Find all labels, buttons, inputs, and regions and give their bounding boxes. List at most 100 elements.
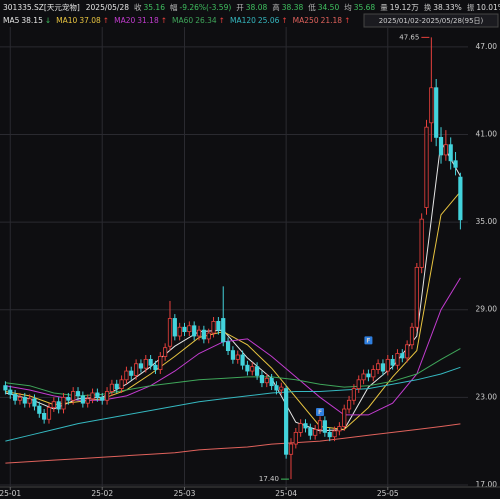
candle-body (245, 364, 250, 372)
date-range: 2025/01/02-2025/05/28(95日) (379, 17, 484, 25)
candle-body (3, 385, 8, 391)
candle-body (419, 218, 424, 268)
candle-body (158, 356, 163, 370)
ma-value: 25.06 (258, 16, 280, 25)
candle-body (322, 420, 327, 433)
ma-arrow: ↑ (103, 16, 109, 25)
ma-arrow: ↑ (219, 16, 225, 25)
x-tick-label: 25-02 (91, 489, 113, 498)
candle-body (303, 423, 308, 429)
candle-body (216, 320, 221, 331)
ma-line (5, 366, 461, 442)
candle-body (317, 420, 323, 430)
candle-body (8, 389, 13, 395)
candle-body (284, 388, 289, 455)
candle-body (298, 423, 303, 433)
candle-body (196, 329, 202, 337)
candle-body (17, 396, 23, 401)
candle-body (434, 87, 439, 138)
quote-value: 38.08 (246, 3, 268, 12)
candle-body (95, 392, 100, 398)
candle-body (269, 377, 274, 387)
candle-body (225, 341, 231, 352)
candle-body (424, 126, 429, 208)
candle-body (100, 396, 105, 401)
event-marker (364, 336, 373, 345)
ma-arrow: ↓ (45, 16, 51, 25)
quote-label: 均 (344, 2, 352, 12)
quote-value: -9.26%(-3.59) (179, 3, 231, 12)
candle-body (327, 431, 332, 438)
candle-body (119, 379, 124, 389)
candle-body (375, 363, 381, 370)
y-tick-label: 41.00 (476, 129, 498, 138)
candle-body (129, 370, 134, 376)
ma-name: MA20 (114, 16, 135, 25)
candle-body (288, 443, 294, 455)
candle-body (104, 391, 110, 401)
candle-body (453, 160, 458, 168)
ma-line (5, 423, 461, 464)
candle-body (90, 392, 95, 400)
candle-body (409, 326, 415, 346)
candle-body (211, 320, 216, 334)
y-tick-label: 35.00 (476, 217, 498, 226)
candle-body (308, 427, 313, 436)
candle-body (187, 325, 192, 333)
x-tick-label: 25-04 (275, 489, 297, 498)
quote-label: 开 (236, 3, 244, 12)
candle-body (235, 354, 240, 360)
quote-label: 幅 (170, 2, 178, 12)
quote-label: 量 (380, 3, 388, 12)
quote-value: 38.33% (433, 3, 462, 12)
candle-body (66, 396, 71, 401)
quote-value: 35.68 (354, 3, 376, 12)
candle-body (182, 326, 187, 333)
candle-body (332, 430, 337, 438)
annotation: 47.65 (399, 33, 419, 41)
quote-label: 换 (424, 2, 432, 12)
candle-body (133, 363, 139, 376)
candle-body (458, 176, 463, 221)
candle-body (85, 398, 90, 404)
candle-body (313, 429, 318, 436)
x-tick-label: 25-01 (0, 489, 21, 498)
candle-body (448, 144, 453, 162)
ma-name: MA10 (56, 16, 77, 25)
candle-body (346, 399, 352, 410)
candle-body (429, 87, 434, 124)
quote-value: 19.12万 (390, 3, 419, 12)
ma-arrow: ↑ (344, 16, 350, 25)
candle-body (390, 358, 395, 366)
candle-body (201, 329, 206, 340)
candle-body (221, 318, 226, 343)
candle-body (366, 373, 371, 378)
ma-name: MA250 (293, 16, 319, 25)
y-tick-label: 17.00 (476, 480, 498, 489)
candle-body (230, 350, 235, 360)
candle-body (71, 391, 76, 401)
event-label: F (366, 337, 370, 344)
candle-body (351, 388, 357, 401)
candle-body (192, 325, 197, 337)
candle-body (51, 401, 56, 408)
candle-body (380, 363, 386, 372)
event-marker (316, 407, 325, 416)
candle-body (32, 398, 37, 407)
ma-value: 31.18 (137, 16, 159, 25)
candle-body (42, 412, 47, 420)
candle-body (361, 373, 366, 381)
candle-body (293, 431, 298, 445)
quote-value: 34.50 (318, 3, 340, 12)
candle-body (124, 370, 129, 381)
ma-arrow: ↑ (281, 16, 287, 25)
candle-body (153, 364, 158, 370)
candle-body (264, 377, 269, 384)
x-tick-label: 25-05 (377, 489, 399, 498)
candle-body (356, 379, 361, 389)
quote-label: 低 (308, 2, 316, 12)
ma-name: MA120 (230, 16, 256, 25)
quote-value: 35.16 (144, 3, 166, 12)
candle-body (385, 358, 390, 372)
candle-body (12, 394, 18, 401)
